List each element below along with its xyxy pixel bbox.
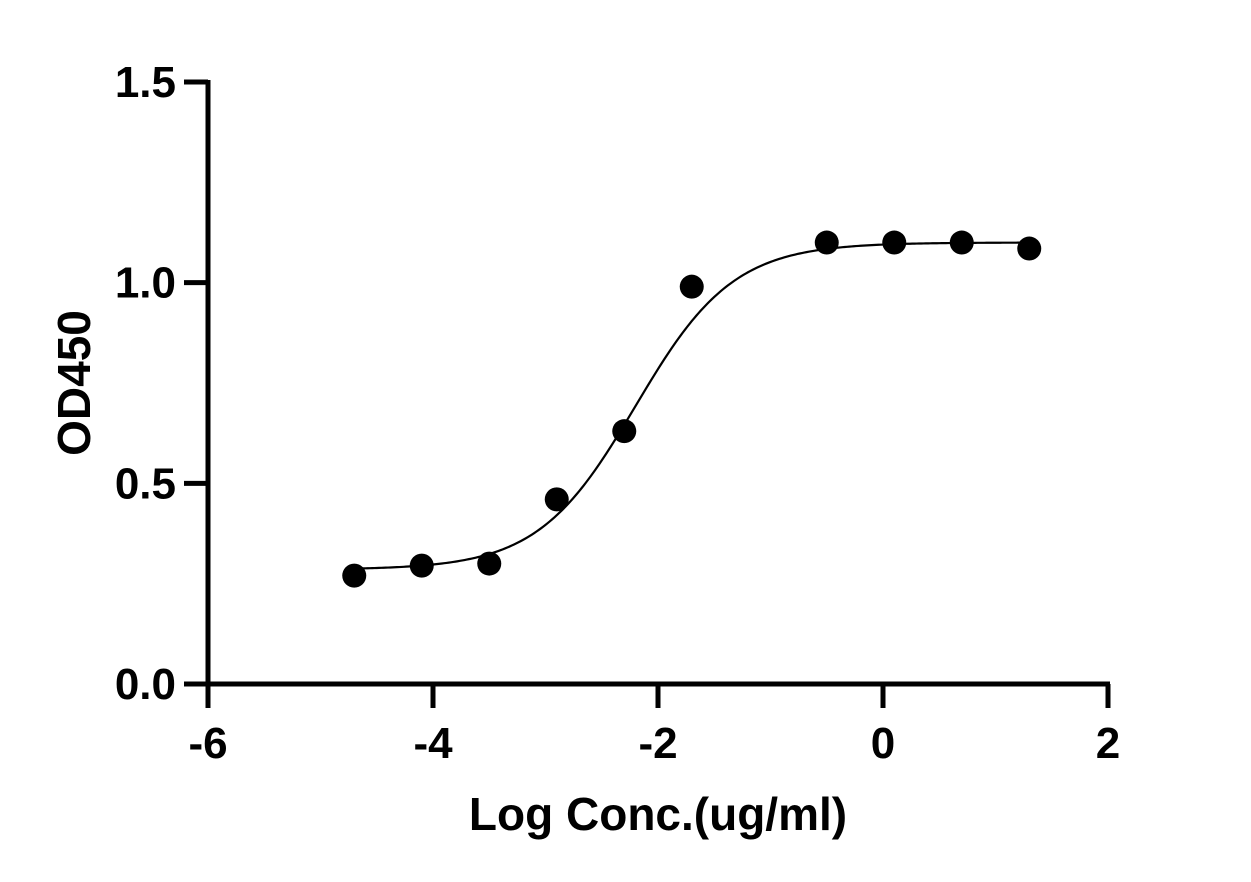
- x-tick-label: -2: [638, 719, 677, 768]
- axes: [205, 80, 1110, 687]
- data-point: [409, 553, 434, 578]
- data-point: [342, 563, 367, 588]
- x-tick-label: 0: [871, 719, 895, 768]
- x-tick-label: -6: [188, 719, 227, 768]
- y-tick-label: 1.0: [115, 259, 176, 308]
- data-point: [1017, 236, 1042, 261]
- x-tick-label: 2: [1096, 719, 1120, 768]
- y-tick-label: 1.5: [115, 58, 176, 107]
- y-tick-label: 0.0: [115, 660, 176, 709]
- data-point: [477, 551, 502, 576]
- data-point: [814, 230, 839, 255]
- data-point: [612, 419, 637, 444]
- y-ticks: 0.0 0.5 1.0 1.5: [115, 58, 208, 709]
- fit-curve: [354, 241, 1030, 570]
- x-axis-title: Log Conc.(ug/ml): [469, 788, 847, 840]
- data-point: [949, 230, 974, 255]
- x-ticks: -6 -4 -2 0 2: [188, 684, 1120, 768]
- x-tick-label: -4: [413, 719, 453, 768]
- data-point: [679, 274, 704, 299]
- y-axis-title: OD450: [48, 310, 100, 456]
- y-tick-label: 0.5: [115, 459, 176, 508]
- data-points: [342, 230, 1042, 588]
- data-point: [882, 230, 907, 255]
- data-point: [544, 487, 569, 512]
